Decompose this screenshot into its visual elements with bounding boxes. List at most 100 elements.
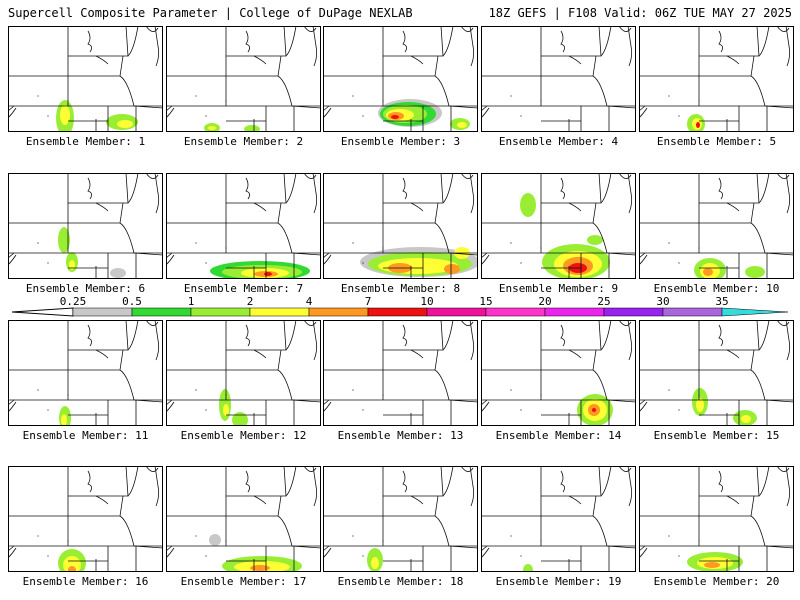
city-dot [698,540,700,542]
city-dot [195,535,197,537]
state-boundaries [639,26,768,132]
colorbar-segment [603,307,664,317]
ensemble-map-panel [639,26,794,132]
state-boundaries [8,320,137,426]
city-dot [520,262,522,264]
river-outline [245,470,267,505]
state-boundaries-east [383,320,478,426]
state-boundaries-east [383,26,478,132]
ensemble-map-panel [481,466,636,572]
colorbar-tick-label: 15 [479,295,492,308]
panel-caption: Ensemble Member: 11 [22,429,149,442]
city-dot [352,535,354,537]
panel-caption: Ensemble Member: 1 [25,135,146,148]
city-dot [540,394,542,396]
state-boundaries-east [226,466,321,572]
panel-border [323,320,478,426]
scp-contour [68,566,76,572]
panel-map [8,320,163,426]
coast-outline [481,105,490,119]
panel-caption: Ensemble Member: 17 [180,575,307,588]
river-outline [87,30,109,65]
state-boundaries-east [68,466,163,572]
city-dot [668,95,670,97]
city-dot [362,262,364,264]
great-lakes-outline [145,320,163,361]
ensemble-map-panel [8,26,163,132]
panel-map [323,173,478,279]
city-dot [225,540,227,542]
panel-caption: Ensemble Member: 3 [340,135,461,148]
colorbar-segment [662,307,723,317]
city-dot [382,394,384,396]
state-boundaries-east [68,320,163,426]
panel-border [639,26,794,132]
scp-contour [69,260,75,270]
city-dot [37,389,39,391]
great-lakes-outline [618,26,636,67]
city-dot [352,95,354,97]
city-dot [678,409,680,411]
panel-map [166,26,321,132]
city-dot [37,242,39,244]
city-dot [540,540,542,542]
state-boundaries [481,466,610,572]
panel-map [639,26,794,132]
scp-contour [250,565,270,571]
scp-contour [457,122,467,128]
city-dot [678,115,680,117]
scp-contour [110,268,126,278]
state-boundaries-east [541,173,636,279]
city-dot [668,242,670,244]
coast-outline [8,252,17,266]
panel-border [639,173,794,279]
state-boundaries [481,26,610,132]
river-outline [560,324,582,359]
ensemble-map-panel [323,320,478,426]
coast-outline [166,399,175,413]
scp-contour [63,556,81,572]
panel-caption: Ensemble Member: 13 [337,429,464,442]
panel-caption: Ensemble Member: 18 [337,575,464,588]
city-dot [205,262,207,264]
scp-contour [391,115,399,119]
colorbar-segment [308,307,369,317]
panel-caption: Ensemble Member: 2 [183,135,304,148]
coast-outline [481,252,490,266]
panel-border [323,173,478,279]
city-dot [67,540,69,542]
scp-contour [264,272,272,276]
colorbar-graphic: 0.25 0.5 1 2 4 7 10 15 20 25 30 35 [11,295,789,317]
coast-outline [639,105,648,119]
ensemble-map-panel [166,26,321,132]
river-outline [402,324,424,359]
coast-outline [8,105,17,119]
great-lakes-outline [776,173,794,214]
scp-contour [523,564,533,572]
city-dot [195,95,197,97]
panel-map [8,173,163,279]
state-boundaries-east [699,466,794,572]
coast-outline [323,545,332,559]
panel-border [639,466,794,572]
great-lakes-outline [460,173,478,214]
colorbar-segment [131,307,192,317]
panel-border [481,466,636,572]
city-dot [67,247,69,249]
river-outline [245,324,267,359]
colorbar-tick-label: 35 [715,295,728,308]
city-dot [698,247,700,249]
panel-border [481,320,636,426]
river-outline [718,324,740,359]
city-dot [698,394,700,396]
panel-border [166,466,321,572]
city-dot [67,394,69,396]
colorbar-segment [544,307,605,317]
panel-caption: Ensemble Member: 6 [25,282,146,295]
river-outline [718,177,740,212]
ensemble-map-panel [323,466,478,572]
river-outline [87,177,109,212]
river-outline [402,30,424,65]
scp-contour [117,120,133,128]
state-boundaries-east [383,173,478,279]
